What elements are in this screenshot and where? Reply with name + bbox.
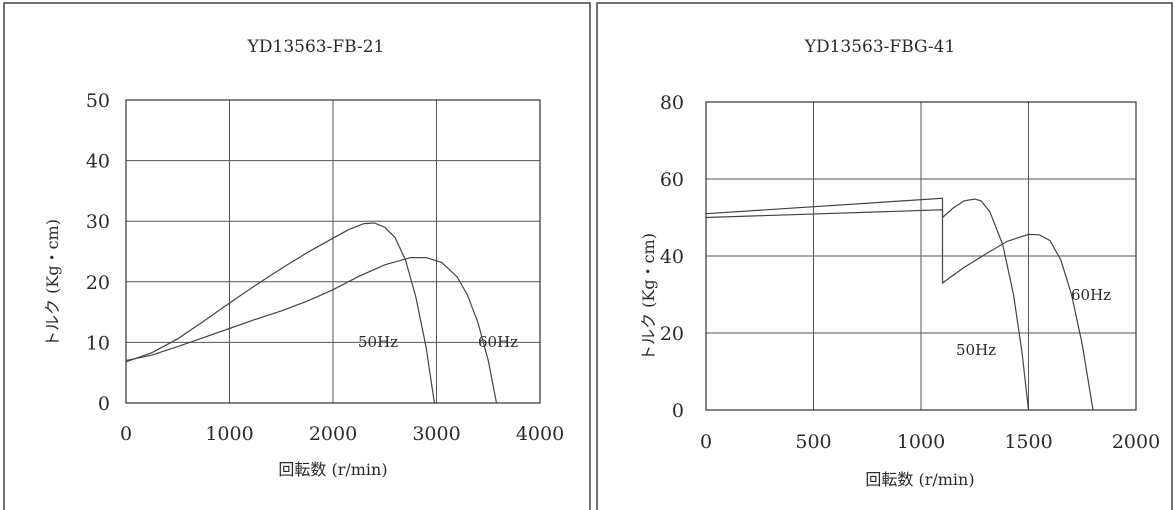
chart-title: YD13563-FBG-41 [804, 37, 956, 57]
chart-title: YD13563-FB-21 [247, 37, 385, 57]
series-line-50hz [125, 222, 435, 404]
grid [705, 101, 1137, 411]
x-axis-label: 回転数 (r/min) [865, 470, 974, 489]
x-axis-label: 回転数 (r/min) [278, 460, 387, 479]
curve-label-50hz: 50Hz [956, 341, 996, 359]
y-tick-label: 40 [660, 246, 684, 268]
curve-label-50hz: 50Hz [358, 333, 398, 351]
series-layer [705, 197, 1094, 411]
x-tick-label: 1000 [205, 423, 253, 445]
y-tick-label: 10 [86, 332, 110, 354]
grid [125, 99, 541, 404]
series-layer [125, 222, 498, 404]
y-axis-label: トルク (Kg・cm) [43, 219, 62, 347]
series-line-60hz [125, 257, 498, 404]
chart-panel-border [596, 2, 1173, 510]
y-axis-label: トルク (Kg・cm) [639, 233, 658, 361]
plot-frame [125, 99, 541, 404]
x-tick-label: 0 [120, 423, 132, 445]
x-tick-label: 2000 [309, 423, 357, 445]
plot-frame [705, 101, 1137, 411]
y-tick-label: 60 [660, 169, 684, 191]
chart-panel-fbg41: YD13563-FBG-41 回転数 (r/min) トルク (Kg・cm) 0… [596, 2, 1173, 510]
chart-panel-border [3, 2, 591, 510]
chart-panel-fb21: YD13563-FB-21 回転数 (r/min) トルク (Kg・cm) 0 1… [3, 2, 591, 510]
x-tick-label: 4000 [516, 423, 564, 445]
x-tick-label: 500 [795, 431, 831, 453]
y-tick-label: 20 [660, 323, 684, 345]
x-tick-label: 3000 [412, 423, 460, 445]
y-tick-label: 80 [660, 92, 684, 114]
series-line-60hz [705, 209, 1094, 411]
tick-labels: 0 500 1000 1500 2000 0 20 40 60 80 [660, 92, 1160, 453]
curve-label-60hz: 60Hz [478, 333, 518, 351]
x-tick-label: 2000 [1112, 431, 1160, 453]
x-tick-label: 0 [700, 431, 712, 453]
y-tick-label: 30 [86, 211, 110, 233]
y-tick-label: 0 [672, 400, 684, 422]
y-tick-label: 50 [86, 90, 110, 112]
x-tick-label: 1500 [1004, 431, 1052, 453]
y-tick-label: 40 [86, 151, 110, 173]
tick-labels: 0 1000 2000 3000 4000 0 10 20 30 40 50 [86, 90, 564, 445]
curve-label-60hz: 60Hz [1071, 286, 1111, 304]
y-tick-label: 20 [86, 272, 110, 294]
y-tick-label: 0 [98, 393, 110, 415]
x-tick-label: 1000 [897, 431, 945, 453]
